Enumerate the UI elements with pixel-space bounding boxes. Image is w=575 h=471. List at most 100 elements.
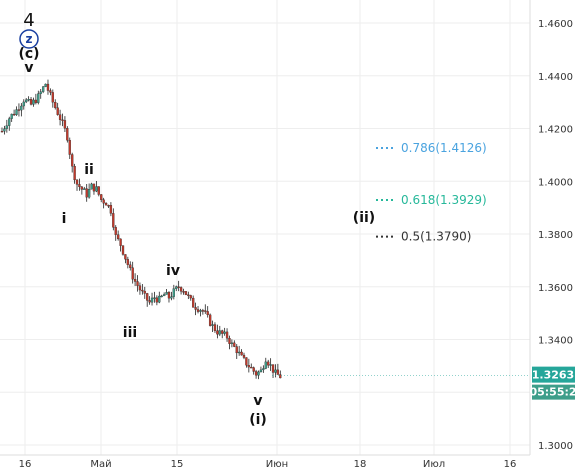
- candle: [46, 79, 50, 95]
- candle-body: [41, 86, 45, 92]
- candle-body: [252, 367, 255, 372]
- last-price-badge: [532, 366, 575, 383]
- candle-body: [56, 107, 59, 115]
- candle-body: [90, 183, 93, 190]
- candle-body: [264, 361, 267, 369]
- candle-body: [175, 286, 178, 289]
- candle-body: [189, 295, 192, 299]
- candle-body: [192, 297, 195, 308]
- candle: [247, 358, 250, 373]
- candle: [155, 295, 159, 306]
- candle-body: [259, 369, 263, 373]
- candle-body: [245, 357, 248, 366]
- candle-body: [271, 364, 275, 373]
- wave-label: ii: [84, 162, 94, 178]
- candle: [92, 183, 96, 195]
- countdown-badge: [532, 384, 575, 400]
- candle-body: [129, 264, 132, 268]
- candle: [233, 340, 236, 348]
- candle: [276, 363, 280, 375]
- candle: [177, 280, 180, 292]
- candle: [109, 202, 113, 217]
- candle: [5, 119, 8, 133]
- candle-body: [170, 296, 173, 299]
- candle: [25, 98, 28, 104]
- candle: [189, 294, 192, 301]
- candle: [225, 328, 229, 342]
- candle: [3, 125, 6, 135]
- y-tick-label: 1.3400: [538, 336, 573, 347]
- candle-body: [63, 120, 67, 129]
- candle: [252, 366, 255, 375]
- candle: [221, 329, 224, 339]
- candle-body: [267, 361, 270, 366]
- candle: [66, 126, 69, 143]
- time-axis[interactable]: 16 Май 15 Июн 18 Июл 16: [19, 459, 517, 470]
- wave-label: (ii): [353, 210, 375, 226]
- candle-body: [221, 330, 224, 334]
- candle: [0, 127, 4, 133]
- candle-body: [223, 331, 226, 334]
- candle: [196, 305, 200, 314]
- x-tick-label: Июл: [423, 459, 445, 470]
- candle: [160, 294, 163, 298]
- candles-series: [0, 79, 282, 380]
- y-tick-label: 1.4200: [538, 125, 573, 136]
- y-tick-label: 1.3000: [538, 441, 573, 452]
- candle-body: [206, 311, 209, 316]
- candle-body: [216, 330, 219, 335]
- candle-body: [0, 130, 4, 133]
- candle-body: [92, 183, 96, 192]
- candle: [73, 163, 76, 184]
- candle-body: [39, 91, 42, 94]
- candle: [61, 113, 64, 127]
- candle-body: [73, 166, 76, 181]
- candle: [223, 327, 226, 336]
- candle: [56, 102, 59, 116]
- y-tick-label: 1.4400: [538, 72, 573, 83]
- candle-body: [83, 188, 86, 190]
- candle: [85, 184, 88, 202]
- candle: [192, 295, 195, 308]
- candle: [228, 335, 231, 350]
- candle-body: [172, 288, 175, 297]
- candle-body: [29, 99, 33, 105]
- candle: [158, 291, 161, 304]
- candle: [165, 288, 168, 295]
- candle-body: [58, 114, 62, 120]
- last-price-text: 1.3263: [532, 369, 574, 382]
- candle-body: [162, 294, 166, 297]
- wave-label: v: [253, 393, 262, 409]
- candle: [204, 304, 207, 314]
- candle-body: [49, 90, 52, 93]
- candle: [129, 261, 132, 271]
- candle-body: [165, 292, 168, 295]
- candle-body: [269, 364, 272, 366]
- candle: [131, 261, 134, 284]
- candle-body: [126, 259, 129, 265]
- candle: [87, 183, 91, 199]
- candle: [213, 322, 217, 333]
- candle-body: [225, 331, 229, 339]
- candle-body: [112, 213, 115, 228]
- candle-body: [54, 102, 57, 108]
- candle-body: [66, 128, 69, 141]
- candle: [39, 88, 42, 99]
- candle-body: [68, 140, 71, 155]
- candle: [27, 96, 30, 102]
- candle-body: [177, 286, 180, 288]
- candle: [230, 339, 234, 348]
- candle: [141, 284, 144, 295]
- candle: [146, 292, 149, 307]
- candle-body: [247, 365, 250, 368]
- price-badges: 1.3263 05:55:2: [272, 366, 575, 400]
- candle-body: [155, 297, 159, 303]
- candle: [267, 359, 270, 369]
- candle: [83, 186, 86, 190]
- x-tick-label: Май: [90, 459, 111, 470]
- candle: [95, 180, 98, 193]
- candle-body: [158, 295, 161, 303]
- candle-body: [133, 279, 137, 282]
